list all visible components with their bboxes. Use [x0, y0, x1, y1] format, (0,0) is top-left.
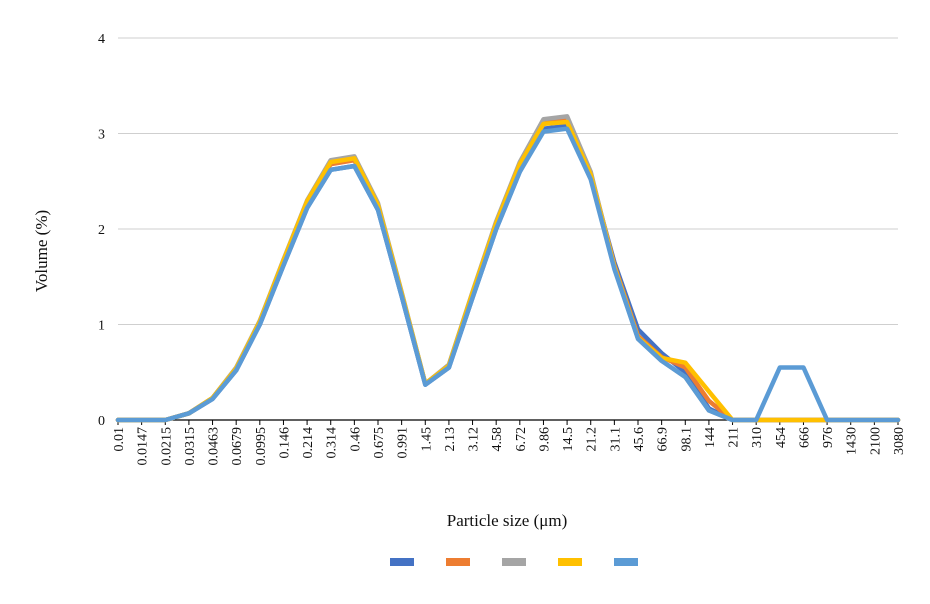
x-tick-label: 0.0147: [136, 427, 151, 466]
x-tick-label: 1430: [845, 427, 860, 455]
x-tick-label: 66.9: [656, 427, 671, 452]
x-tick-label: 976: [821, 427, 836, 448]
x-tick-label: 0.214: [301, 427, 316, 459]
series-line-4: [115, 119, 901, 423]
x-tick-label: 0.675: [372, 427, 387, 459]
legend-swatch-3: [502, 558, 526, 566]
x-tick-label: 144: [703, 427, 718, 448]
x-tick-label: 21.2: [585, 427, 600, 452]
series-line-5: [115, 126, 901, 423]
x-tick-label: 211: [727, 427, 742, 447]
y-tick-label: 0: [98, 414, 105, 429]
x-tick-label: 310: [750, 427, 765, 448]
legend-swatch-5: [614, 558, 638, 566]
x-tick-label: 0.0315: [183, 427, 198, 466]
x-tick-label: 0.46: [348, 427, 363, 452]
x-tick-label: 6.72: [514, 427, 529, 452]
x-tick-label: 4.58: [490, 427, 505, 452]
x-tick-label: 0.0679: [230, 427, 245, 466]
gridlines: [118, 37, 898, 421]
y-tick-label: 1: [98, 319, 105, 334]
legend-swatch-2: [446, 558, 470, 566]
series-lines: [115, 114, 901, 423]
legend-swatch-4: [558, 558, 582, 566]
x-tick-label: 0.314: [325, 427, 340, 459]
x-tick-label: 666: [797, 427, 812, 448]
y-tick-label: 4: [98, 32, 105, 47]
x-tick-label: 14.5: [561, 427, 576, 452]
x-tick-label: 98.1: [679, 427, 694, 452]
x-tick-label: 0.0463: [207, 427, 222, 466]
x-tick-label: 0.991: [396, 427, 411, 459]
x-tick-label: 3.12: [467, 427, 482, 452]
x-axis-title: Particle size (μm): [447, 511, 568, 530]
x-tick-label: 0.0215: [159, 427, 174, 466]
x-tick-label: 31.1: [608, 427, 623, 452]
y-axis-title: Volume (%): [32, 210, 51, 292]
x-tick-label: 1.45: [419, 427, 434, 452]
series-line-1: [115, 123, 901, 423]
x-tick-labels: 0.01 0.0147 0.0215 0.0315 0.0463 0.0679 0.0995…: [112, 420, 907, 466]
y-tick-label: 3: [98, 128, 105, 143]
x-tick-label: 2100: [868, 427, 883, 455]
x-tick-label: 0.146: [277, 427, 292, 459]
y-tick-label: 2: [98, 223, 105, 238]
x-tick-label: 454: [774, 427, 789, 448]
x-tick-label: 3080: [892, 427, 907, 455]
x-tick-label: 2.13: [443, 427, 458, 452]
legend-swatch-1: [390, 558, 414, 566]
x-tick-label: 0.0995: [254, 427, 269, 466]
y-tick-labels: 0 1 2 3 4: [98, 32, 105, 429]
x-tick-label: 0.01: [112, 427, 127, 452]
legend: [390, 558, 638, 566]
x-tick-label: 45.6: [632, 427, 647, 452]
x-tick-label: 9.86: [537, 427, 552, 452]
